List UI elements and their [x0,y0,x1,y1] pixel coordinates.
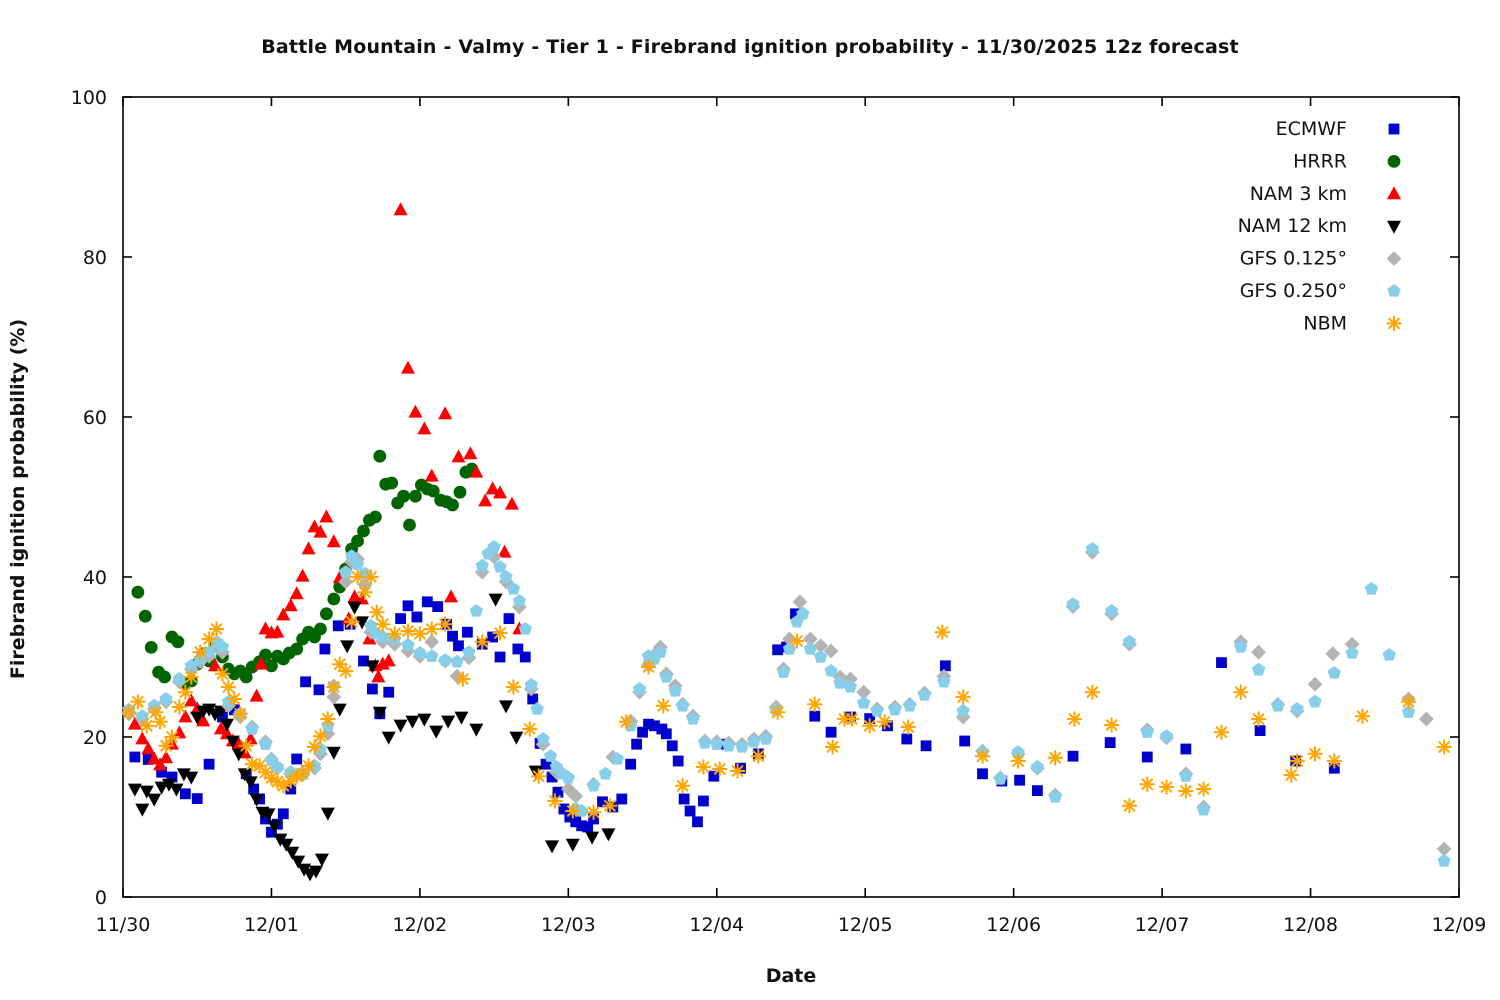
chart-title: Battle Mountain - Valmy - Tier 1 - Fireb… [261,36,1239,58]
x-tick-label: 12/01 [244,914,299,936]
y-tick-label: 60 [83,407,107,429]
x-axis-label: Date [765,965,817,987]
series-gfs-0-125 [121,544,1452,857]
x-tick-label: 12/02 [393,914,448,936]
axes [122,96,1460,898]
x-tick-label: 12/08 [1283,914,1338,936]
legend-label: GFS 0.250° [1240,280,1347,302]
legend-entry-nam-3-km: NAM 3 km [1250,183,1401,205]
legend-label: GFS 0.125° [1240,248,1347,270]
legend-label: NBM [1303,312,1347,334]
legend: ECMWF HRRR NAM 3 km NAM 12 km GFS 0.125° GFS … [1238,118,1402,334]
x-tick-label: 12/04 [689,914,744,936]
legend-entry-ecmwf: ECMWF [1276,118,1400,140]
x-tick-label: 12/05 [838,914,893,936]
legend-entry-nam-12-km: NAM 12 km [1238,215,1401,237]
legend-label: NAM 12 km [1238,215,1347,237]
legend-entry-nbm: NBM [1303,312,1402,334]
x-tick-label: 12/07 [1135,914,1190,936]
legend-entry-gfs-0-125: GFS 0.125° [1240,248,1402,270]
x-tick-label: 12/06 [986,914,1041,936]
y-tick-label: 40 [83,567,107,589]
series-hrrr [131,449,479,691]
series-gfs-0-250 [122,540,1451,867]
x-tick-label: 11/30 [96,914,151,936]
legend-label: HRRR [1293,150,1347,172]
y-tick-label: 20 [83,727,107,749]
series-nbm [121,569,1452,820]
y-tick-label: 0 [95,887,107,909]
tick-labels: 11/30 12/01 12/02 12/03 12/04 12/05 12/06 12/07… [71,87,1487,936]
y-tick-label: 80 [83,247,107,269]
y-tick-label: 100 [71,87,107,109]
legend-entry-gfs-0-250: GFS 0.250° [1240,280,1401,302]
x-tick-label: 12/03 [541,914,596,936]
legend-entry-hrrr: HRRR [1293,150,1401,172]
legend-label: NAM 3 km [1250,183,1347,205]
series-nam-12-km [127,593,616,882]
x-tick-label: 12/09 [1432,914,1487,936]
legend-label: ECMWF [1276,118,1347,140]
